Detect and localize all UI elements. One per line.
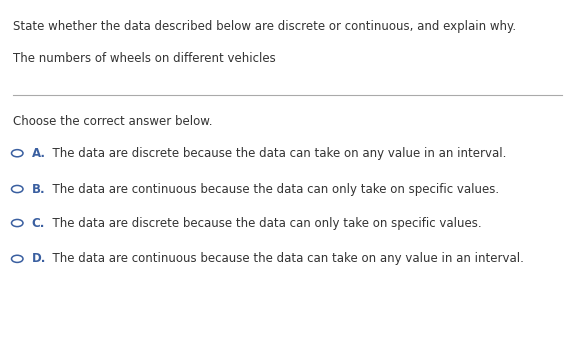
Text: Choose the correct answer below.: Choose the correct answer below. bbox=[13, 115, 212, 127]
Text: The data are continuous because the data can only take on specific values.: The data are continuous because the data… bbox=[45, 183, 499, 195]
Text: A.: A. bbox=[32, 147, 45, 160]
Text: The numbers of wheels on different vehicles: The numbers of wheels on different vehic… bbox=[13, 52, 275, 65]
Text: B.: B. bbox=[32, 183, 45, 195]
Text: State whether the data described below are discrete or continuous, and explain w: State whether the data described below a… bbox=[13, 20, 516, 33]
Text: D.: D. bbox=[32, 252, 46, 265]
Text: The data are discrete because the data can take on any value in an interval.: The data are discrete because the data c… bbox=[45, 147, 506, 160]
Text: C.: C. bbox=[32, 217, 45, 229]
Text: The data are continuous because the data can take on any value in an interval.: The data are continuous because the data… bbox=[45, 252, 524, 265]
Text: The data are discrete because the data can only take on specific values.: The data are discrete because the data c… bbox=[45, 217, 481, 229]
